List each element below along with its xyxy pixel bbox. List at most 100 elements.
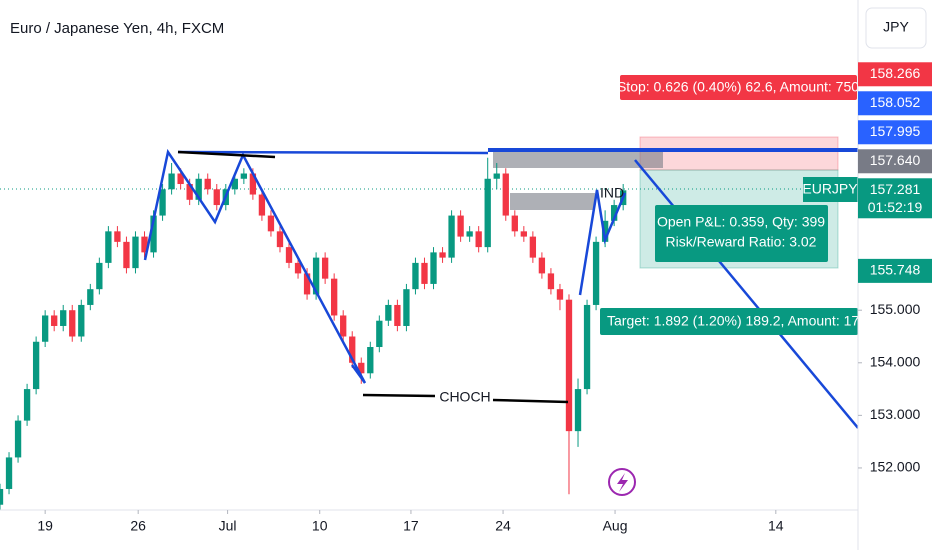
candle-body (5, 457, 13, 489)
symbol-tag: EURJPY (802, 181, 858, 197)
candle-body (592, 241, 600, 305)
candle-body (493, 173, 500, 179)
candle-body (78, 304, 85, 337)
candle-body (403, 289, 410, 326)
candle-body (276, 231, 284, 248)
candle-body (105, 231, 112, 263)
candle-body (150, 215, 157, 253)
stop-label: Stop: 0.626 (0.40%) 62.6, Amount: 750 (617, 79, 859, 95)
symbol-tag-bg (803, 177, 858, 202)
x-tick-label: Aug (603, 518, 628, 534)
x-tick-label: 24 (495, 518, 511, 534)
stop-zone (639, 136, 839, 171)
x-tick-label: 26 (130, 518, 146, 534)
candle-body (168, 173, 175, 190)
price-tag: 158.052 (870, 94, 921, 110)
x-tick-label: 17 (403, 518, 419, 534)
price-countdown: 01:52:19 (868, 199, 923, 215)
currency-button[interactable] (865, 7, 927, 49)
candle-body (511, 215, 518, 232)
candle-body (41, 315, 49, 342)
plot-area: Target: 1.892 (1.20%) 189.2, Amount: 175… (0, 75, 887, 510)
candle-body (240, 173, 248, 179)
candle-body (87, 289, 94, 305)
candle-body (565, 299, 573, 432)
candle-body (367, 347, 374, 374)
candle-body (358, 362, 365, 374)
candle-body (556, 289, 564, 300)
candle-body (520, 231, 527, 237)
candle-body (610, 205, 618, 221)
candle-body (141, 236, 148, 253)
candle-body (0, 488, 4, 505)
candle-body (331, 278, 338, 316)
candle-body (159, 189, 166, 216)
price-tag-bg (858, 149, 932, 174)
price-tag: 158.266 (870, 65, 921, 81)
candle-body (195, 178, 202, 200)
candle-body (186, 184, 193, 200)
target-label-bg (600, 308, 858, 335)
candle-body (14, 420, 22, 458)
currency-label: JPY (883, 19, 909, 35)
candle-body (475, 231, 482, 248)
black-lines (177, 150, 569, 404)
candle-body (484, 178, 491, 248)
candle-body (69, 310, 76, 337)
candle-body (285, 247, 293, 263)
pnl-box (655, 205, 828, 262)
price-tag-bg (858, 120, 932, 145)
candle-body (502, 173, 509, 216)
candle-body (114, 231, 121, 242)
candle-body (51, 315, 58, 326)
chart-title: Euro / Japanese Yen, 4h, FXCM (10, 20, 224, 37)
candle-body (321, 257, 329, 279)
price-tag: 157.995 (870, 123, 921, 139)
price-tag-bg (858, 91, 932, 116)
candle-body (448, 215, 455, 258)
target-label: Target: 1.892 (1.20%) 189.2, Amount: 175… (607, 313, 887, 329)
candle-body (547, 273, 555, 290)
choch-bg (438, 387, 492, 407)
candle-body (340, 315, 347, 337)
candle-body (231, 178, 238, 190)
candle-body (204, 178, 211, 190)
candle-body (601, 220, 609, 242)
price-tag-bg (858, 258, 932, 283)
candle-body (177, 173, 184, 185)
axes: 19 26 Jul 10 17 24 Aug 14 155.000 154.000 153.000 1… (37, 301, 920, 534)
x-tick-label: 19 (37, 518, 53, 534)
drawings (143, 148, 858, 429)
candle-body (312, 257, 320, 295)
candle-body (439, 252, 446, 258)
candle-body (430, 252, 437, 284)
candle-body (267, 215, 275, 232)
y-tick-label: 155.000 (870, 301, 921, 317)
candle-body (303, 273, 311, 295)
candle-body (23, 389, 31, 421)
candle-body (249, 173, 257, 195)
y-tick-label: 154.000 (870, 353, 921, 369)
candle-body (32, 341, 40, 390)
candles (0, 157, 627, 510)
choch-label: CHOCH (439, 389, 490, 405)
x-tick-label: 10 (312, 518, 328, 534)
price-tag: 157.281 (870, 181, 921, 197)
event-icon-bolt (617, 473, 628, 492)
rr-label: Risk/Reward Ratio: 3.02 (666, 234, 817, 250)
candle-body (466, 231, 473, 237)
pnl-label: Open P&L: 0.359, Qty: 399 (657, 214, 825, 230)
candle-body (258, 194, 266, 216)
candle-body (385, 304, 392, 321)
candle-body (132, 236, 139, 269)
y-tick-label: 152.000 (870, 459, 921, 475)
candle-body (457, 215, 464, 237)
price-tag: 157.640 (870, 152, 921, 168)
price-tag: 155.748 (870, 262, 921, 278)
price-tag-bg (858, 178, 932, 219)
candle-body (538, 257, 546, 274)
candle-body (376, 320, 383, 348)
candle-body (213, 189, 220, 206)
candle-body (123, 241, 130, 269)
